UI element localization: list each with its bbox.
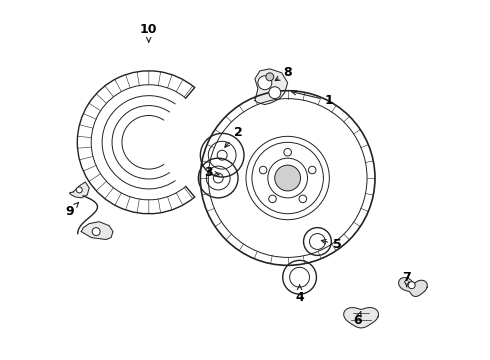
Circle shape xyxy=(92,228,100,235)
Text: 1: 1 xyxy=(292,90,334,107)
Polygon shape xyxy=(255,69,288,105)
Circle shape xyxy=(284,148,292,156)
Text: 2: 2 xyxy=(225,126,243,147)
Text: 4: 4 xyxy=(295,285,304,303)
Text: 3: 3 xyxy=(204,166,219,179)
Circle shape xyxy=(408,282,415,289)
Text: 5: 5 xyxy=(321,238,342,251)
Circle shape xyxy=(269,195,276,203)
Text: 7: 7 xyxy=(402,271,411,287)
Circle shape xyxy=(308,166,316,174)
Text: 10: 10 xyxy=(140,23,157,42)
Circle shape xyxy=(258,76,272,90)
Polygon shape xyxy=(70,182,89,198)
Polygon shape xyxy=(343,307,378,328)
Text: 8: 8 xyxy=(275,66,292,81)
Circle shape xyxy=(299,195,307,203)
Circle shape xyxy=(269,87,281,99)
Circle shape xyxy=(76,187,82,193)
Polygon shape xyxy=(398,278,427,297)
Text: 9: 9 xyxy=(65,202,78,218)
Circle shape xyxy=(266,73,274,81)
Circle shape xyxy=(259,166,267,174)
Polygon shape xyxy=(81,222,113,239)
Text: 6: 6 xyxy=(353,311,362,327)
Circle shape xyxy=(275,165,300,191)
